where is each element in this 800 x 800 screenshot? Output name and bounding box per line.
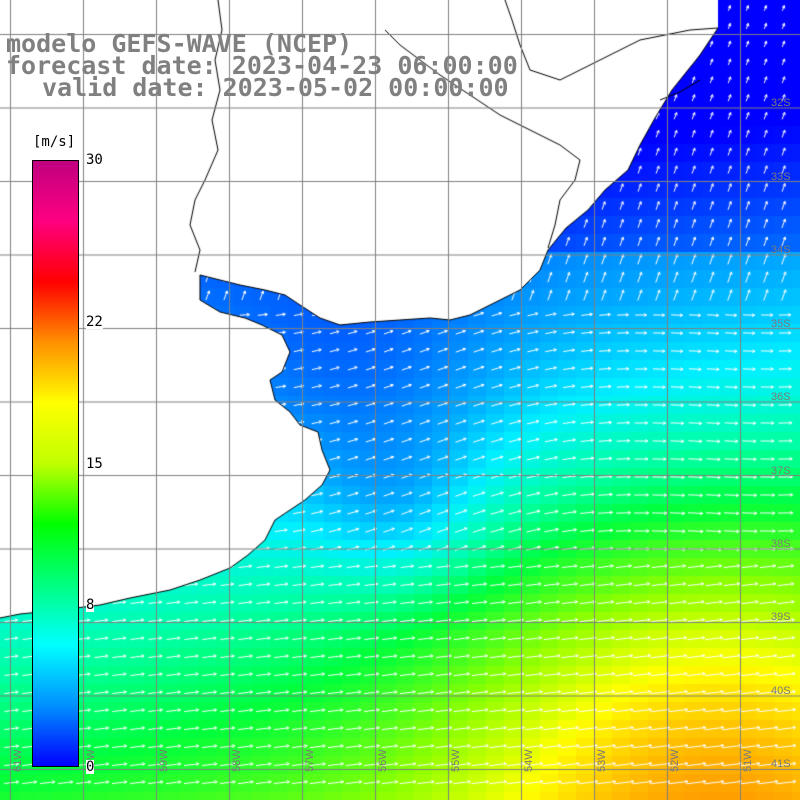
longitude-label: 59W: [158, 749, 170, 772]
forecast-date: forecast date: 2023-04-23 06:00:00: [6, 51, 518, 80]
latitude-label: 41S: [771, 758, 791, 770]
latitude-label: 32S: [771, 97, 791, 109]
colorbar-tick-label: 30: [86, 152, 103, 168]
latitude-label: 38S: [771, 538, 791, 550]
valid-date: valid date: 2023-05-02 00:00:00: [42, 73, 509, 102]
longitude-label: 52W: [669, 749, 681, 772]
latitude-label: 33S: [771, 171, 791, 183]
latitude-label: 37S: [771, 465, 791, 477]
colorbar-tick-label: 22: [86, 313, 103, 330]
latitude-label: 34S: [771, 244, 791, 256]
colorbar-tick-label: 8: [86, 597, 95, 614]
colorbar-gradient: [32, 160, 79, 767]
longitude-label: 58W: [231, 749, 243, 772]
longitude-label: 54W: [523, 749, 535, 772]
latitude-label: 40S: [771, 685, 791, 697]
longitude-label: 57W: [304, 749, 316, 772]
longitude-label: 51W: [742, 749, 754, 772]
latitude-label: 39S: [771, 611, 791, 623]
latitude-label: 35S: [771, 318, 791, 330]
model-title: modelo GEFS-WAVE (NCEP): [6, 29, 353, 58]
colorbar-tick-label: 0: [86, 759, 95, 775]
colorbar-tick-label: 15: [86, 455, 103, 472]
longitude-label: 61W: [12, 749, 24, 772]
longitude-label: 53W: [596, 749, 608, 772]
longitude-label: 55W: [450, 749, 462, 772]
longitude-label: 56W: [377, 749, 389, 772]
latitude-label: 36S: [771, 391, 791, 403]
colorbar-units: [m/s]: [33, 134, 76, 150]
